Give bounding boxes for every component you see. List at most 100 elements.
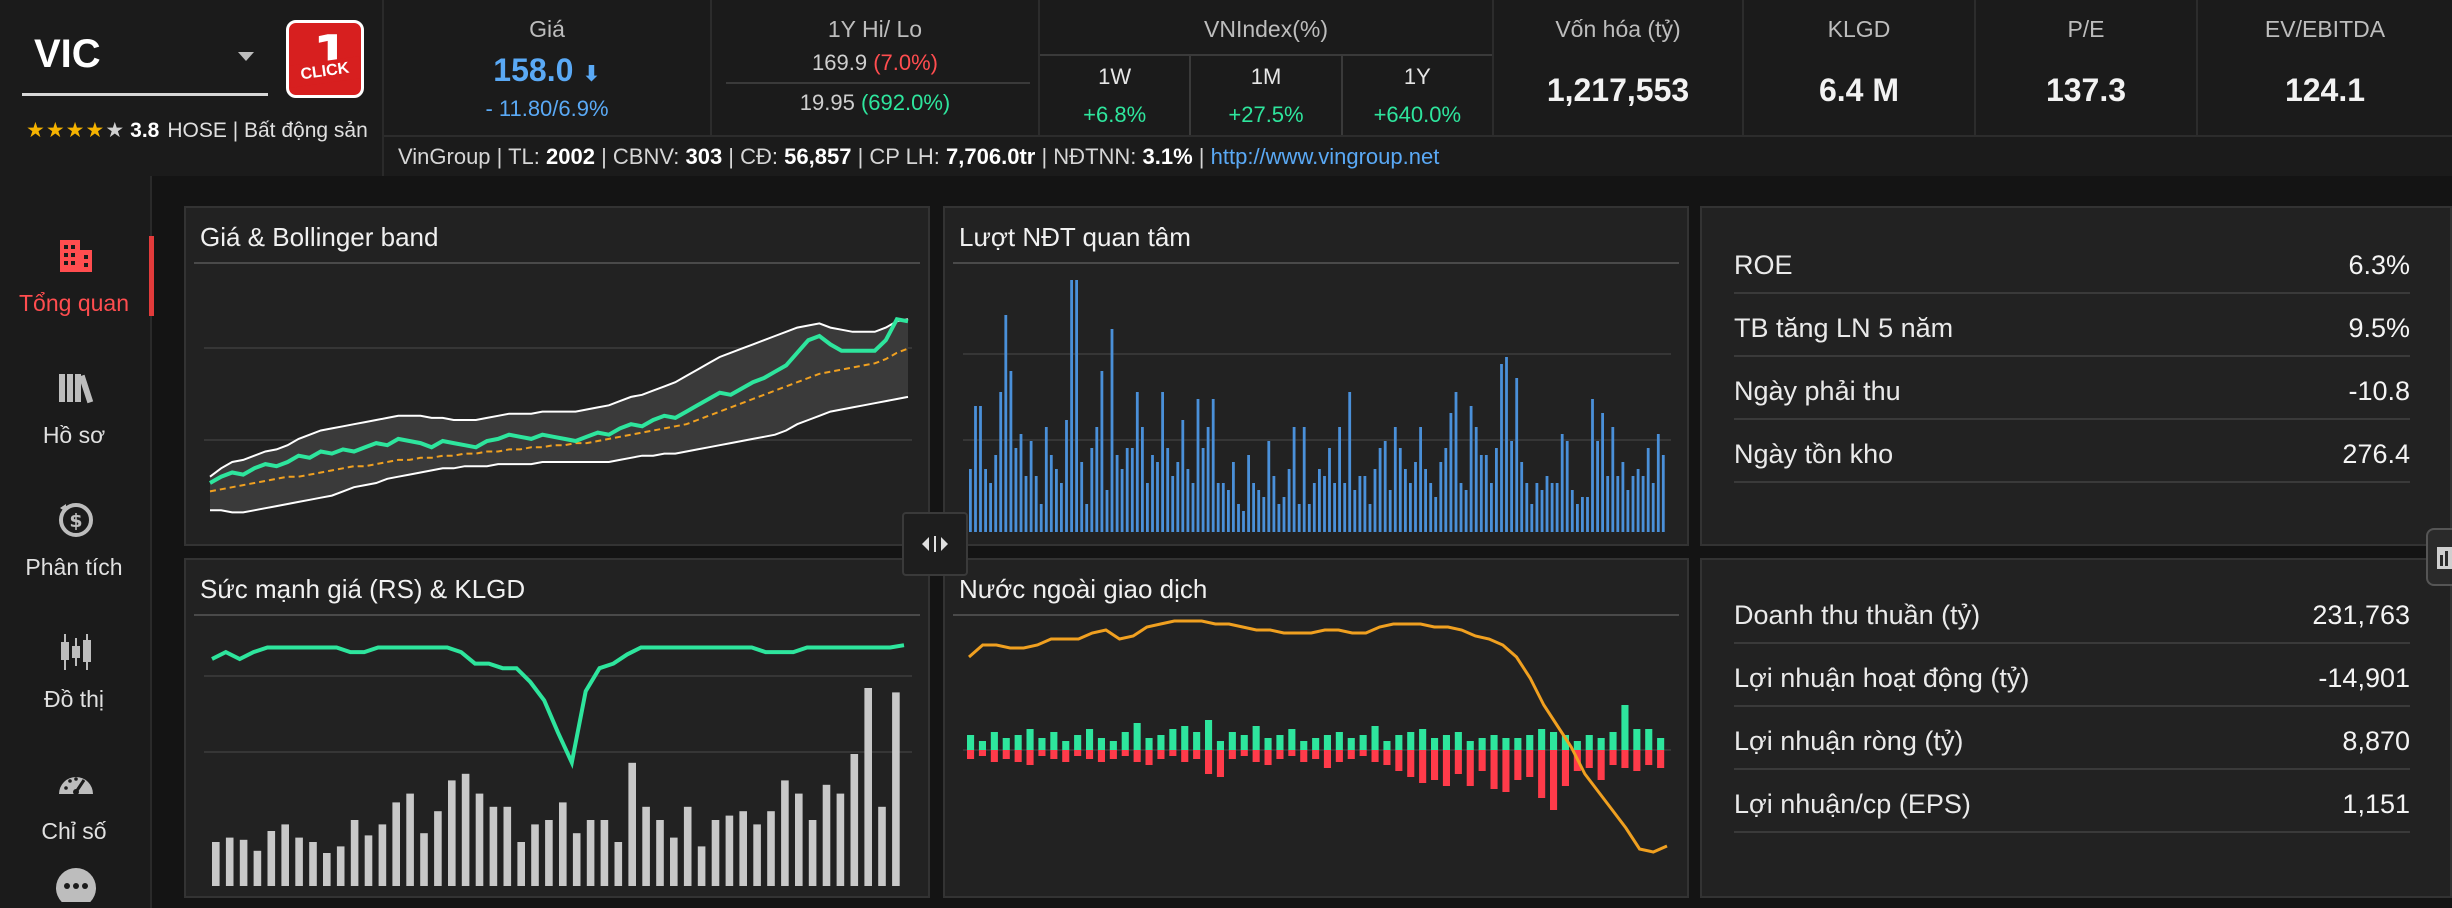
interest-bar xyxy=(1388,490,1392,532)
interest-bar xyxy=(1490,483,1493,532)
sidebar-item-more[interactable] xyxy=(0,848,148,908)
foreign-buy-bar xyxy=(1323,735,1331,750)
interest-bar xyxy=(1525,483,1529,532)
side-panel-toggle[interactable] xyxy=(2426,528,2452,586)
foreign-buy-bar xyxy=(1383,741,1391,750)
foreign-sell-bar xyxy=(1550,750,1558,810)
foreign-sell-bar xyxy=(1633,750,1641,771)
metric-row: Lợi nhuận hoạt động (tỷ) -14,901 xyxy=(1734,647,2410,707)
interest-bar xyxy=(1297,504,1301,532)
interest-bar xyxy=(1181,420,1185,532)
foreign-buy-bar xyxy=(1026,729,1034,750)
interest-bar xyxy=(1404,469,1407,532)
metric-row: Ngày phải thu -10.8 xyxy=(1734,360,2410,420)
volume-bar xyxy=(378,824,387,886)
sidebar-item-overview[interactable]: Tổng quan xyxy=(0,196,154,328)
bollinger-lower-band xyxy=(210,395,909,514)
interest-bar xyxy=(1227,490,1230,532)
foreign-buy-bar xyxy=(1288,729,1296,750)
interest-bar xyxy=(1515,378,1519,532)
bollinger-upper-band xyxy=(209,318,909,478)
interest-bar xyxy=(1409,483,1412,532)
interest-bar xyxy=(1141,427,1144,532)
sidebar-item-charts[interactable]: Đồ thị xyxy=(0,592,148,724)
interest-bar xyxy=(1307,504,1311,532)
volume-bar xyxy=(683,806,692,886)
sidebar-item-indicators[interactable]: Chỉ số xyxy=(0,724,148,856)
bollinger-panel[interactable]: Giá & Bollinger band xyxy=(184,206,930,546)
foreign-sell-bar xyxy=(1478,750,1486,771)
foreign-net-line xyxy=(968,619,1668,854)
interest-bar xyxy=(1449,413,1453,532)
sidebar-item-analysis[interactable]: $ Phân tích xyxy=(0,460,148,592)
foreign-buy-bar xyxy=(1621,705,1629,750)
foreign-sell-bar xyxy=(1454,750,1462,774)
volume-bar xyxy=(642,806,650,886)
interest-bar xyxy=(1419,427,1422,532)
interest-bar xyxy=(1090,448,1094,532)
foreign-buy-bar xyxy=(1502,738,1510,750)
bollinger-band-fill xyxy=(210,319,908,513)
foreign-buy-bar xyxy=(1252,726,1260,750)
divider xyxy=(194,614,920,616)
foreign-buy-bar xyxy=(990,732,998,750)
interest-bar xyxy=(1262,497,1266,532)
interest-bar xyxy=(1065,420,1068,532)
interest-bar xyxy=(1500,364,1503,532)
interest-bar xyxy=(1034,476,1038,532)
metric-row: Lợi nhuận ròng (tỷ) 8,870 xyxy=(1734,710,2410,770)
foreign-sell-bar xyxy=(1323,750,1331,768)
sidebar-item-profile[interactable]: Hồ sơ xyxy=(0,328,148,460)
rs-volume-panel[interactable]: Sức mạnh giá (RS) & KLGD xyxy=(184,558,930,898)
foreign-buy-bar xyxy=(1145,738,1153,750)
interest-bar xyxy=(1378,448,1382,532)
volume-bar xyxy=(309,842,317,886)
price-change: - 11.80/6.9% xyxy=(485,96,609,121)
foreign-buy-bar xyxy=(1633,729,1641,750)
interest-bar xyxy=(1287,469,1291,532)
foreign-sell-bar xyxy=(1216,750,1224,777)
ticker-select[interactable]: VIC xyxy=(22,22,268,96)
volume-bar xyxy=(503,806,512,886)
foreign-sell-bar xyxy=(978,750,986,756)
volume-bar xyxy=(253,850,262,886)
foreign-sell-bar xyxy=(1657,750,1665,768)
volume-bar xyxy=(739,811,747,886)
foreign-buy-bar xyxy=(1395,735,1403,750)
interest-bar xyxy=(1439,462,1443,532)
investor-interest-panel[interactable]: Lượt NĐT quan tâm xyxy=(943,206,1689,546)
interest-bar xyxy=(1348,392,1352,532)
interest-bar xyxy=(1009,371,1013,532)
interest-bar xyxy=(1004,315,1008,532)
candlestick-icon xyxy=(61,634,91,670)
interest-bar xyxy=(1216,483,1220,532)
company-website-link[interactable]: http://www.vingroup.net xyxy=(1210,144,1440,169)
foreign-buy-bar xyxy=(1490,735,1498,750)
volume-bar xyxy=(225,837,234,886)
interest-bar xyxy=(1464,490,1468,532)
panel-title: Sức mạnh giá (RS) & KLGD xyxy=(200,574,526,604)
foreign-sell-bar xyxy=(1442,750,1450,786)
volume-bar xyxy=(420,833,428,886)
interest-bar xyxy=(1495,448,1498,532)
foreign-sell-bar xyxy=(1490,750,1498,789)
volume-cell: KLGD 6.4 M xyxy=(1744,0,1976,135)
foreign-trading-panel[interactable]: Nước ngoài giao dịch xyxy=(943,558,1689,898)
foreign-sell-bar xyxy=(1621,750,1629,768)
foreign-buy-bar xyxy=(1121,732,1129,750)
interest-bar xyxy=(1196,399,1200,532)
foreign-sell-bar xyxy=(1181,750,1189,762)
volume-bar xyxy=(795,793,803,886)
interest-bar xyxy=(1171,476,1175,532)
volume-bar xyxy=(531,824,539,886)
panel-resize-handle[interactable] xyxy=(902,512,968,576)
volume-bar xyxy=(448,780,456,886)
foreign-buy-bar xyxy=(1419,729,1427,750)
interest-bar xyxy=(1257,490,1261,532)
metric-row: Lợi nhuận/cp (EPS) 1,151 xyxy=(1734,773,2410,833)
logo-1click: 1 CLICK xyxy=(286,20,364,98)
volume-bar xyxy=(212,842,220,886)
financials-panel: Doanh thu thuần (tỷ) 231,763 Lợi nhuận ho… xyxy=(1700,558,2452,898)
foreign-buy-bar xyxy=(1193,732,1201,750)
interest-bar xyxy=(1479,455,1483,532)
